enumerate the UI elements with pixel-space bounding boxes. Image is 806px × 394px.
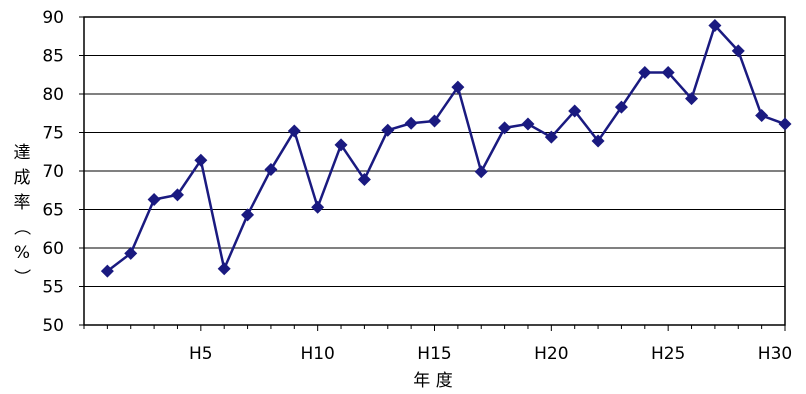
data-point: [170, 188, 184, 202]
data-point: [731, 44, 745, 58]
data-point: [264, 162, 278, 176]
y-axis-title-char: （: [11, 219, 31, 236]
data-point: [428, 114, 441, 128]
data-point: [287, 124, 301, 138]
y-tick-label: 50: [42, 316, 64, 336]
data-point: [334, 138, 348, 152]
data-point: [404, 116, 418, 130]
data-point: [474, 165, 488, 179]
data-point: [241, 208, 255, 222]
y-tick-label: 70: [42, 162, 64, 182]
data-point: [661, 65, 675, 79]
x-tick-label: H30: [758, 344, 792, 364]
data-point: [311, 200, 325, 214]
y-axis-title: 達成率 （% ）: [11, 143, 31, 286]
y-axis-title-char: 達: [14, 143, 31, 163]
y-axis-ticks: 50 55 60 65 70 75 80 85 90: [42, 8, 84, 336]
x-tick-label: H5: [189, 344, 213, 364]
y-tick-label: 80: [42, 85, 64, 105]
data-point: [217, 262, 231, 276]
x-tick-label: H10: [300, 344, 334, 364]
y-axis-title-char: ）: [11, 269, 31, 286]
data-point: [100, 264, 114, 278]
y-tick-label: 65: [42, 201, 64, 221]
data-point: [614, 100, 628, 114]
data-series: [100, 18, 792, 278]
y-tick-label: 90: [42, 8, 64, 28]
data-point: [194, 153, 208, 167]
data-point: [498, 121, 512, 135]
data-point: [708, 18, 722, 32]
x-axis-title: 年 度: [413, 371, 452, 391]
x-tick-label: H15: [417, 344, 451, 364]
y-tick-label: 75: [42, 124, 64, 144]
data-point: [381, 123, 395, 137]
x-tick-label: H20: [534, 344, 568, 364]
y-tick-label: 60: [42, 239, 64, 259]
data-point: [568, 104, 582, 118]
data-point: [778, 117, 792, 131]
x-tick-label: H25: [651, 344, 685, 364]
data-point: [544, 130, 558, 144]
gridlines: [84, 55, 785, 287]
data-point: [147, 192, 161, 206]
y-axis-title-char: 率: [14, 193, 31, 213]
y-tick-label: 85: [42, 47, 64, 67]
data-point: [451, 80, 465, 94]
y-axis-title-char: %: [14, 243, 30, 263]
data-point: [357, 172, 371, 186]
data-point: [755, 109, 769, 123]
data-point: [591, 134, 605, 148]
data-point: [124, 246, 138, 260]
y-tick-label: 55: [42, 278, 64, 298]
y-axis-title-char: 成: [14, 168, 31, 188]
data-point: [521, 117, 535, 131]
series-line: [106, 24, 786, 273]
data-point: [638, 65, 652, 79]
x-axis-ticks: H5 H10 H15 H20 H25 H30: [83, 325, 792, 364]
data-point: [685, 92, 699, 106]
